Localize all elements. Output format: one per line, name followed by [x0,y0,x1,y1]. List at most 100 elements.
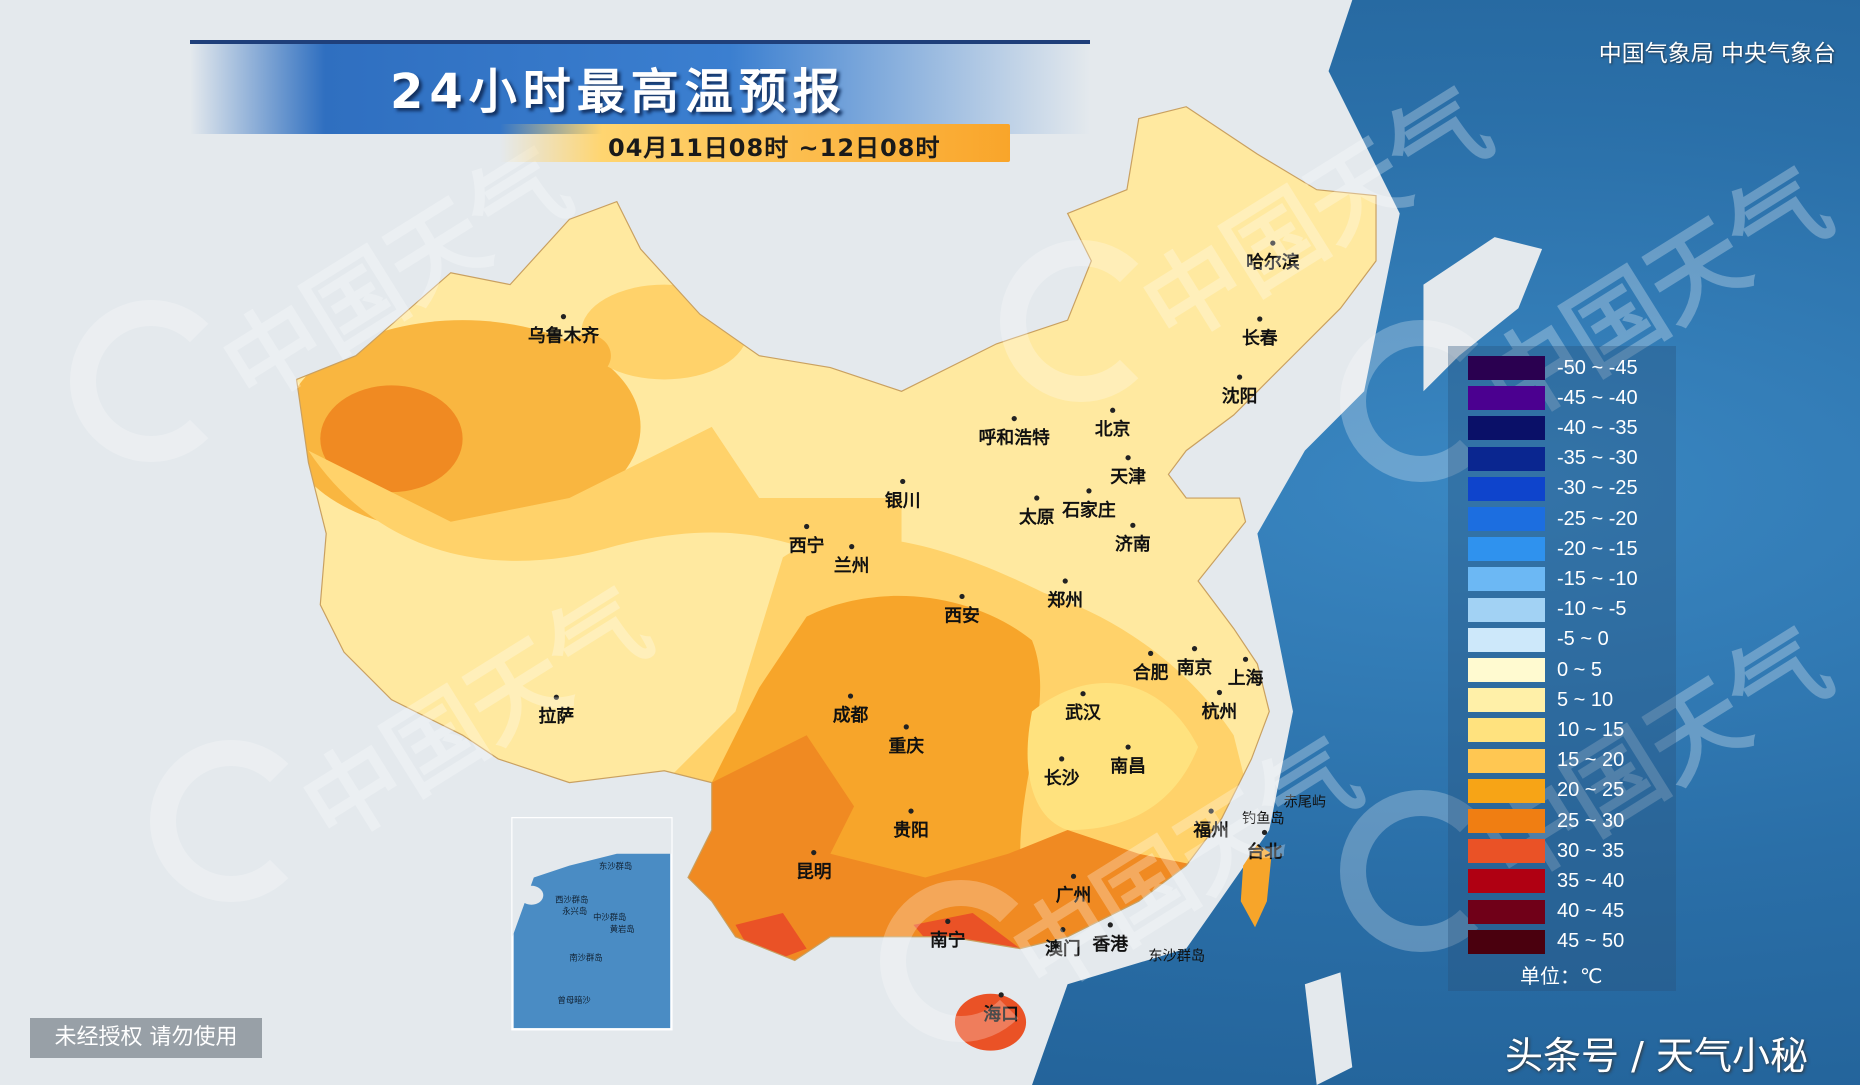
legend-item: -35 ~ -30 [1468,446,1638,471]
city-label: 北京 [1095,418,1131,440]
city-dot [1125,455,1131,461]
legend-item: 45 ~ 50 [1468,929,1624,954]
island-labels: 钓鱼岛 赤尾屿 东沙群岛 [1148,793,1326,964]
page-title: 24小时最高温预报 [390,64,847,120]
city-label: 广州 [1056,884,1092,906]
city-dot [1107,922,1113,928]
legend-label: -35 ~ -30 [1557,447,1638,470]
city-dot [1110,407,1116,413]
legend-item: 5 ~ 10 [1468,688,1614,713]
legend-label: 0 ~ 5 [1557,658,1603,681]
taiwan-island [1240,844,1272,928]
legend-swatch [1468,778,1545,803]
inset-yongxing: 永兴岛 [562,906,587,916]
city-label: 成都 [833,704,869,726]
city-dot [1070,873,1077,879]
inset-zhongsha: 中沙群岛 [593,912,626,922]
legend-item: 20 ~ 25 [1468,778,1624,803]
city-label: 武汉 [1065,703,1101,724]
legend-label: 5 ~ 10 [1557,688,1614,711]
legend-item: -5 ~ 0 [1468,627,1609,652]
legend-item: 15 ~ 20 [1468,748,1625,773]
legend-item: -45 ~ -40 [1468,386,1638,411]
legend-label: -30 ~ -25 [1557,477,1638,500]
city-label: 贵阳 [893,820,929,841]
legend-label: -10 ~ -5 [1557,598,1627,621]
city-dot [1236,374,1243,380]
city-dot [1011,415,1017,422]
legend-item: 30 ~ 35 [1468,839,1625,864]
city-label: 呼和浩特 [979,426,1050,448]
legend-item: 25 ~ 30 [1468,809,1624,833]
legend-item: -30 ~ -25 [1468,476,1638,501]
city-label: 上海 [1228,667,1264,689]
city-dot [1208,808,1214,814]
city-dot [959,593,965,600]
city-label: 澳门 [1045,938,1081,960]
city-label: 兰州 [834,555,870,577]
legend-label: 40 ~ 45 [1557,900,1625,923]
city-dot [804,523,810,530]
label-dongsha: 东沙群岛 [1148,947,1205,964]
city-dot [847,693,854,699]
legend-swatch [1468,476,1545,501]
legend-label: -20 ~ -15 [1557,537,1638,560]
city-label: 沈阳 [1222,385,1258,407]
city-dot [553,694,559,700]
city-dot [1242,656,1249,662]
city-label: 昆明 [796,861,832,882]
city-label: 西安 [944,604,980,626]
city-label: 重庆 [888,735,924,757]
legend-item: -25 ~ -20 [1468,507,1638,531]
city-dot [1060,927,1066,933]
south-china-sea-inset: 东沙群岛 西沙群岛 永兴岛 中沙群岛 黄岩岛 南沙群岛 曾母暗沙 [511,817,673,1031]
title-banner [190,40,1090,134]
legend-swatch [1468,597,1545,622]
unauthorized-warning: 未经授权 请勿使用 [30,1018,262,1058]
city-label: 杭州 [1202,700,1238,722]
city-label: 香港 [1092,934,1130,955]
legend-swatch [1468,446,1545,471]
city-dot [1086,488,1092,494]
legend-item: -20 ~ -15 [1468,537,1638,562]
city-dot [1261,829,1268,836]
city-label: 石家庄 [1061,499,1116,521]
city-label: 长沙 [1044,768,1080,789]
city-label: 南昌 [1110,755,1146,777]
city-dot [1270,240,1276,246]
legend-label: 30 ~ 35 [1557,839,1625,862]
legend-swatch [1468,567,1545,592]
legend-swatch [1468,718,1545,743]
legend-swatch [1468,537,1545,562]
legend-label: 35 ~ 40 [1557,869,1625,892]
city-dot [1034,495,1040,501]
city-dot [1125,744,1131,750]
city-dot [1257,316,1263,322]
legend-item: -15 ~ -10 [1468,567,1638,592]
city-label: 银川 [885,489,921,511]
legend-swatch [1468,869,1545,894]
city-label: 乌鲁木齐 [528,325,599,347]
city-label: 合肥 [1133,661,1169,683]
legend-item: 35 ~ 40 [1468,869,1625,894]
legend-swatch [1468,507,1545,531]
legend-swatch [1468,929,1545,954]
legend-item: -50 ~ -45 [1468,356,1638,380]
city-dot [1130,522,1136,528]
city-label: 西宁 [789,534,825,556]
legend-swatch [1468,809,1545,833]
city-dot [811,849,817,856]
city-dot [1191,646,1198,652]
city-dot [908,808,914,814]
legend-swatch [1468,627,1545,652]
legend-item: -10 ~ -5 [1468,597,1627,622]
legend-item: 10 ~ 15 [1468,718,1624,743]
city-dot [1216,689,1223,696]
legend-label: -40 ~ -35 [1557,416,1638,439]
label-diaoyu: 钓鱼岛 [1242,809,1285,827]
legend-item: -40 ~ -35 [1468,416,1638,441]
city-label: 郑州 [1047,589,1083,611]
legend-label: 15 ~ 20 [1557,749,1625,772]
legend-label: -45 ~ -40 [1557,386,1638,409]
city-dot [560,313,567,320]
